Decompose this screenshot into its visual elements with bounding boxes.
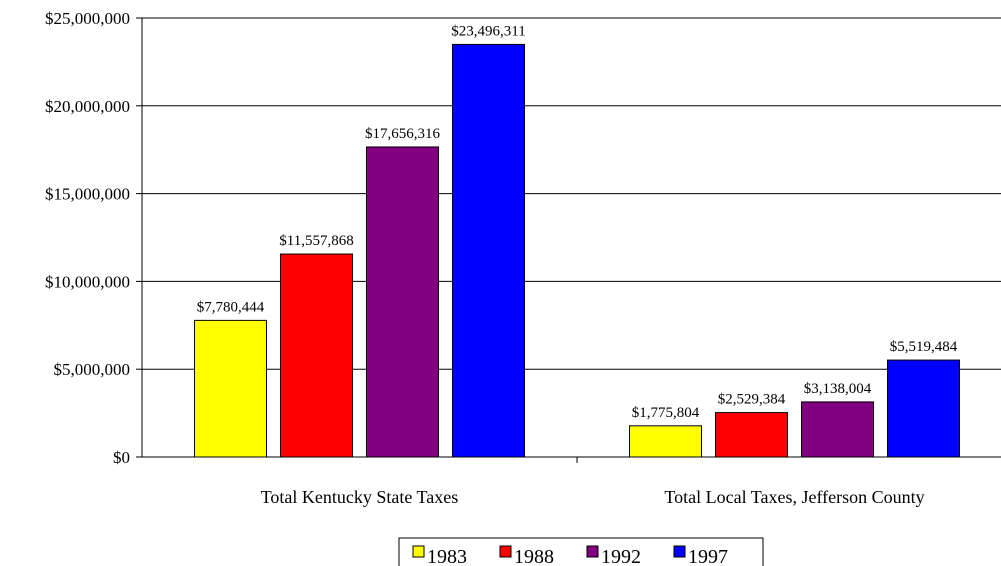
data-label-1997: $23,496,311	[451, 23, 525, 39]
legend-label-1983: 1983	[427, 546, 467, 566]
data-label-1988: $2,529,384	[718, 392, 786, 408]
category-label: Total Kentucky State Taxes	[261, 487, 459, 507]
data-label-1983: $7,780,444	[197, 299, 265, 315]
y-tick-label: $20,000,000	[45, 97, 130, 116]
legend-swatch-1983	[412, 545, 425, 558]
legend-label-1988: 1988	[514, 546, 554, 566]
legend-swatch-1992	[586, 545, 599, 558]
category-labels: Total Kentucky State Taxes Total Local Ta…	[261, 487, 925, 507]
bar-1992	[801, 401, 874, 458]
data-label-1992: $3,138,004	[804, 381, 872, 397]
axes	[141, 18, 1001, 463]
bar-1983	[629, 425, 702, 458]
bar-1992	[366, 146, 439, 458]
y-tick-label: $15,000,000	[45, 185, 130, 204]
legend-swatch-1997	[673, 545, 686, 558]
legend-swatch-1988	[499, 545, 512, 558]
y-tick-label: $5,000,000	[54, 360, 131, 379]
legend-label-1997: 1997	[688, 546, 728, 566]
legend-label-1992: 1992	[601, 546, 641, 566]
y-tick-label: $10,000,000	[45, 272, 130, 291]
bar-1983	[194, 319, 267, 458]
data-label-1988: $11,557,868	[279, 233, 353, 249]
y-tick-label: $25,000,000	[45, 9, 130, 28]
bar-1988	[715, 412, 788, 458]
bar-1997	[452, 43, 525, 458]
y-axis-ticks: $0 $5,000,000 $10,000,000 $15,000,000 $20,00…	[45, 9, 142, 467]
y-tick-label: $0	[113, 448, 130, 467]
bar-1997	[887, 359, 960, 458]
data-labels: $7,780,444 $11,557,868 $17,656,316 $23,496,…	[197, 23, 958, 420]
bars	[194, 43, 960, 458]
bar-1988	[280, 253, 353, 458]
category-label: Total Local Taxes, Jefferson County	[664, 487, 924, 507]
data-label-1992: $17,656,316	[365, 126, 441, 142]
data-label-1983: $1,775,804	[632, 405, 700, 421]
gridlines	[142, 17, 1001, 370]
legend-box	[398, 537, 764, 566]
data-label-1997: $5,519,484	[890, 339, 958, 355]
legend: 1983 1988 1992 1997	[398, 537, 764, 566]
